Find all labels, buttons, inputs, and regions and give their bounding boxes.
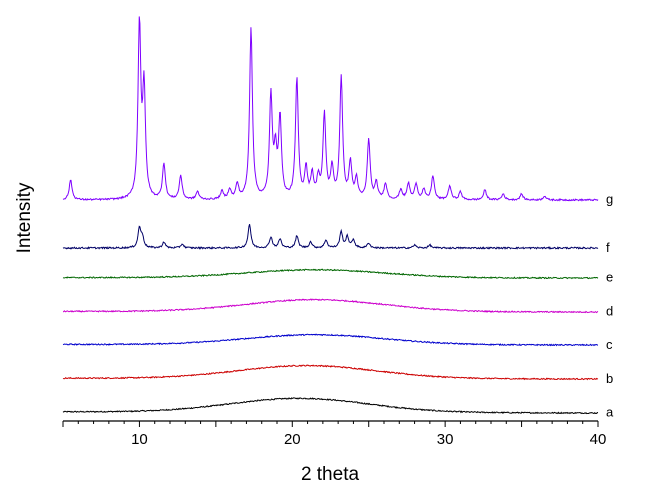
series-line-f	[62, 224, 599, 250]
x-tick-label: 30	[437, 431, 454, 448]
x-tick-label: 20	[284, 431, 301, 448]
x-axis-ticks: 10 20 30 40	[62, 421, 607, 448]
series-label-e: e	[606, 270, 613, 285]
series-line-a	[62, 397, 599, 415]
series-label-d: d	[606, 303, 613, 318]
x-axis-title: 2 theta	[301, 464, 360, 485]
series-line-e	[62, 268, 599, 280]
series-label-a: a	[606, 405, 614, 420]
x-tick-label: 40	[590, 431, 607, 448]
series-labels: a b c d ef g	[606, 192, 614, 420]
series-label-c: c	[606, 337, 613, 352]
series-label-b: b	[606, 371, 613, 386]
series-line-d	[62, 298, 599, 314]
series-layer	[62, 16, 599, 415]
x-tick-label: 10	[131, 431, 148, 448]
series-label-g: g	[606, 192, 613, 207]
series-label-f: f	[606, 240, 610, 255]
y-axis-title: Intensity	[14, 182, 35, 253]
series-line-g	[62, 16, 599, 202]
series-line-c	[62, 333, 599, 347]
series-line-b	[62, 364, 599, 381]
